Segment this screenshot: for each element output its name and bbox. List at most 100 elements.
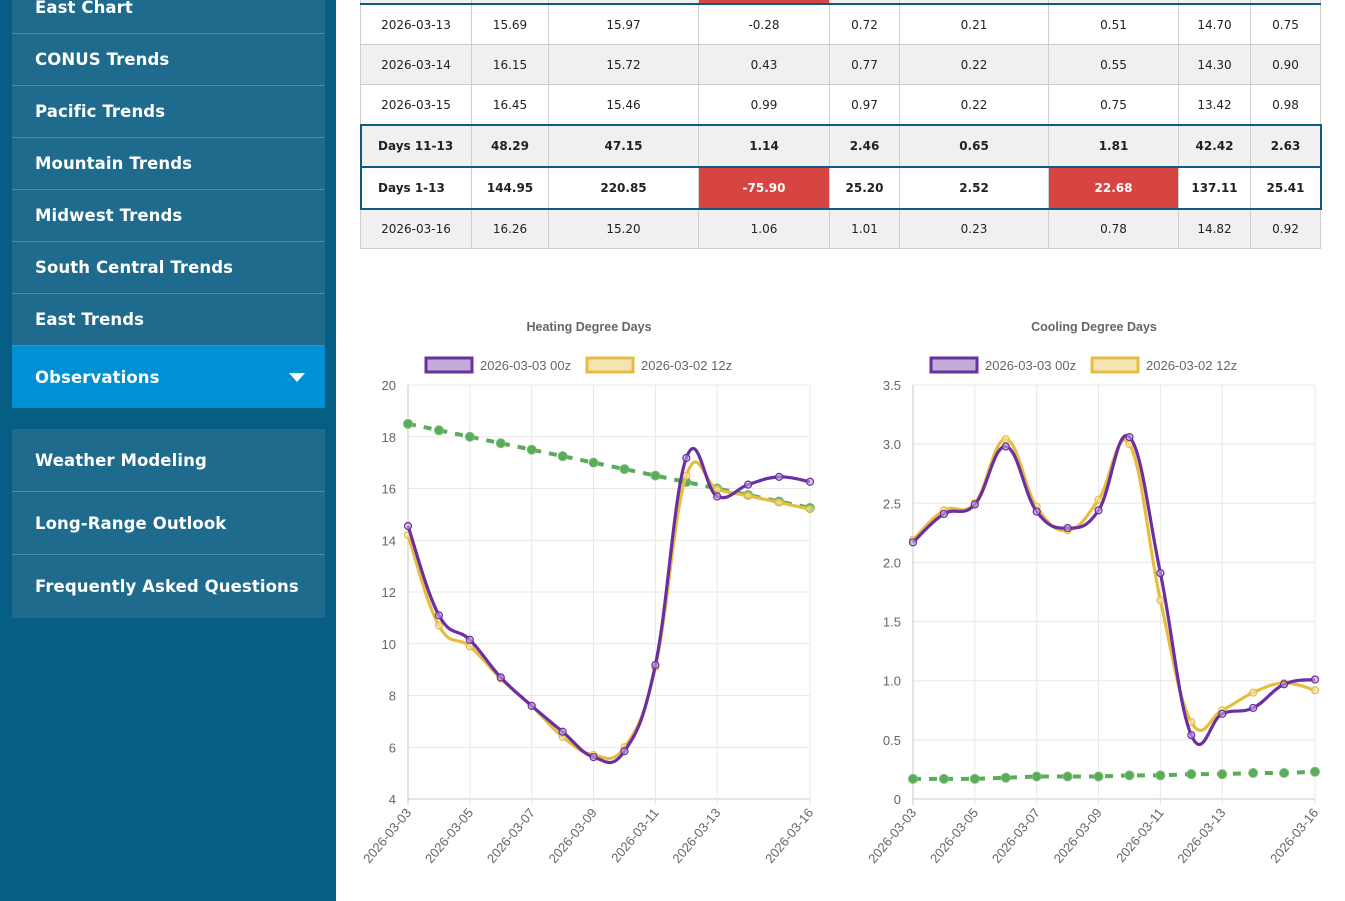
data-point[interactable] <box>1125 432 1134 442</box>
table-cell: 14.82 <box>1178 208 1251 249</box>
data-point[interactable] <box>744 480 753 489</box>
table-cell: 14.70 <box>1178 4 1251 45</box>
sidebar-item-east-trends[interactable]: East Trends <box>12 294 325 346</box>
data-point[interactable] <box>969 773 980 784</box>
y-tick-label: 4 <box>389 792 396 807</box>
data-point[interactable] <box>1310 766 1320 777</box>
data-point[interactable] <box>713 492 722 501</box>
table-cell: 15.20 <box>548 208 699 249</box>
data-point[interactable] <box>558 727 567 736</box>
data-point[interactable] <box>908 773 918 784</box>
data-point[interactable] <box>1279 680 1289 689</box>
data-point[interactable] <box>496 673 505 682</box>
sidebar-item-label: CONUS Trends <box>35 50 170 69</box>
table-cell: 1.81 <box>1048 124 1179 167</box>
y-tick-label: 10 <box>382 637 396 652</box>
data-point[interactable] <box>1032 507 1041 516</box>
data-point[interactable] <box>1310 675 1320 684</box>
data-point[interactable] <box>1186 769 1197 780</box>
table-cell: 0.75 <box>1250 4 1321 45</box>
data-point[interactable] <box>1031 771 1042 782</box>
data-point[interactable] <box>465 635 474 644</box>
data-point[interactable] <box>682 453 691 463</box>
data-point[interactable] <box>433 425 444 436</box>
data-point[interactable] <box>1217 769 1228 780</box>
data-point[interactable] <box>650 470 661 481</box>
series-2026-03-03-00z <box>403 446 815 765</box>
data-point[interactable] <box>1279 767 1290 778</box>
y-tick-label: 12 <box>382 585 396 600</box>
data-point[interactable] <box>939 509 949 519</box>
sidebar-item-conus-trends[interactable]: CONUS Trends <box>12 34 325 86</box>
data-point[interactable] <box>1187 731 1196 740</box>
data-point[interactable] <box>464 431 475 442</box>
legend-label: 2026-03-03 00z <box>480 358 571 373</box>
data-point[interactable] <box>588 457 599 468</box>
data-point[interactable] <box>1093 771 1104 782</box>
sidebar-item-mountain-trends[interactable]: Mountain Trends <box>12 138 325 190</box>
data-point[interactable] <box>1155 770 1166 781</box>
data-point[interactable] <box>682 471 691 480</box>
data-point[interactable] <box>527 701 536 710</box>
data-point[interactable] <box>557 451 568 462</box>
data-point[interactable] <box>1063 524 1072 533</box>
sidebar-item-midwest-trends[interactable]: Midwest Trends <box>12 190 325 242</box>
table-cell: 15.97 <box>548 4 699 45</box>
legend-item[interactable]: 2026-03-02 12z <box>585 356 732 374</box>
sidebar-item-weather-modeling[interactable]: Weather Modeling <box>12 429 325 492</box>
y-tick-label: 6 <box>389 740 396 755</box>
x-tick-label: 2026-03-03 <box>865 805 919 866</box>
data-point[interactable] <box>651 660 660 670</box>
data-point[interactable] <box>1249 703 1258 713</box>
data-point[interactable] <box>403 418 413 429</box>
table-cell: 0.51 <box>1048 4 1179 45</box>
data-point[interactable] <box>1218 709 1227 718</box>
data-point[interactable] <box>805 505 815 514</box>
legend-item[interactable]: 2026-03-03 00z <box>424 356 571 374</box>
y-tick-label: 2.0 <box>883 555 901 570</box>
table-cell: 0.90 <box>1250 44 1321 85</box>
legend-item[interactable]: 2026-03-03 00z <box>929 356 1076 374</box>
caret-down-icon[interactable] <box>289 372 305 382</box>
data-point[interactable] <box>1000 772 1011 783</box>
sidebar-item-east-chart[interactable]: East Chart <box>12 0 325 34</box>
sidebar-item-pacific-trends[interactable]: Pacific Trends <box>12 86 325 138</box>
table-cell: 0.22 <box>899 44 1049 85</box>
data-point[interactable] <box>744 491 753 500</box>
data-point[interactable] <box>589 752 598 762</box>
sidebar-item-south-central-trends[interactable]: South Central Trends <box>12 242 325 294</box>
data-point[interactable] <box>526 444 537 455</box>
data-point[interactable] <box>434 621 444 630</box>
table-cell-label: 2026-03-13 <box>360 4 472 45</box>
data-point[interactable] <box>1001 435 1010 444</box>
data-point[interactable] <box>434 611 444 620</box>
series-2026-03-02-12z <box>908 435 1320 732</box>
series-line <box>911 437 1316 732</box>
table-cell-label: 2026-03-16 <box>360 208 472 249</box>
data-point[interactable] <box>1156 596 1165 605</box>
data-point[interactable] <box>1124 770 1135 781</box>
data-point[interactable] <box>774 472 784 481</box>
legend-item[interactable]: 2026-03-02 12z <box>1090 356 1237 374</box>
data-point[interactable] <box>805 477 815 486</box>
sidebar-item-observations[interactable]: Observations <box>12 346 325 408</box>
data-point[interactable] <box>495 438 506 449</box>
sidebar-item-faq[interactable]: Frequently Asked Questions <box>12 555 325 618</box>
data-point[interactable] <box>1062 771 1073 782</box>
data-point[interactable] <box>1156 568 1165 578</box>
data-point[interactable] <box>774 498 784 507</box>
data-point[interactable] <box>1094 506 1103 515</box>
sidebar-item-long-range-outlook[interactable]: Long-Range Outlook <box>12 492 325 555</box>
data-point[interactable] <box>1310 686 1320 695</box>
data-point[interactable] <box>908 538 918 547</box>
data-point[interactable] <box>1001 442 1010 451</box>
data-point[interactable] <box>938 773 949 784</box>
data-point[interactable] <box>619 464 630 475</box>
data-point[interactable] <box>1249 688 1258 697</box>
data-point[interactable] <box>970 500 979 509</box>
data-point[interactable] <box>1248 767 1259 778</box>
series-2026-03-02-12z <box>403 460 815 761</box>
data-point[interactable] <box>403 521 413 531</box>
data-point[interactable] <box>620 747 629 756</box>
legend-label: 2026-03-03 00z <box>985 358 1076 373</box>
